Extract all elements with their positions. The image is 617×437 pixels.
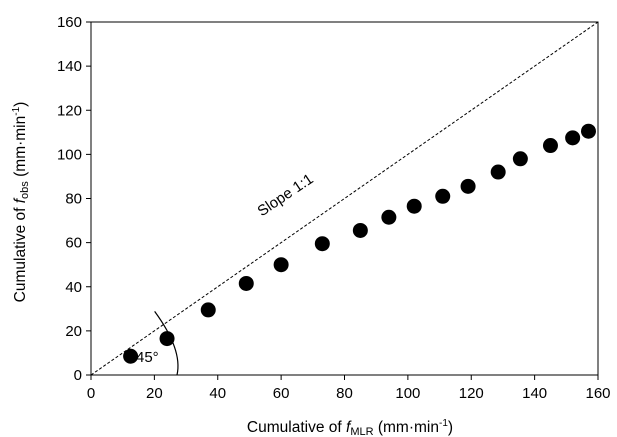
x-tick-label: 40	[209, 385, 226, 402]
y-axis-label: Cumulative of fobs (mm·min-1)	[11, 102, 31, 303]
x-tick-label: 60	[273, 385, 290, 402]
data-point	[352, 222, 368, 238]
y-tick-label: 60	[65, 235, 82, 252]
data-point	[542, 138, 558, 154]
data-point	[381, 209, 397, 225]
data-point	[580, 123, 596, 139]
data-point	[512, 151, 528, 167]
x-tick-label: 160	[585, 385, 610, 402]
data-point	[565, 130, 581, 146]
x-tick-label: 0	[87, 385, 95, 402]
reference-line-1-1	[90, 21, 599, 376]
angle-label: 45°	[136, 349, 159, 366]
y-tick-label: 80	[65, 191, 82, 208]
x-axis-label: Cumulative of fMLR (mm·min-1)	[247, 418, 453, 437]
data-point	[238, 275, 254, 291]
y-tick-label: 140	[57, 58, 82, 75]
data-point	[123, 348, 139, 364]
data-point	[314, 236, 330, 252]
y-tick-label: 120	[57, 102, 82, 119]
data-point	[435, 188, 451, 204]
data-point	[159, 331, 175, 347]
x-tick-label: 140	[522, 385, 547, 402]
x-tick-label: 100	[395, 385, 420, 402]
data-point	[200, 302, 216, 318]
data-point	[490, 164, 506, 180]
data-point	[460, 178, 476, 194]
x-tick-label: 80	[336, 385, 353, 402]
angle-arc	[154, 311, 179, 376]
y-tick-label: 40	[65, 279, 82, 296]
y-tick-label: 0	[74, 367, 82, 384]
x-tick-label: 20	[146, 385, 163, 402]
y-tick-label: 100	[57, 146, 82, 163]
data-point	[406, 198, 422, 214]
x-tick-label: 120	[459, 385, 484, 402]
slope-label: Slope 1:1	[254, 170, 316, 220]
data-point	[273, 257, 289, 273]
y-tick-label: 160	[57, 14, 82, 31]
y-tick-label: 20	[65, 323, 82, 340]
